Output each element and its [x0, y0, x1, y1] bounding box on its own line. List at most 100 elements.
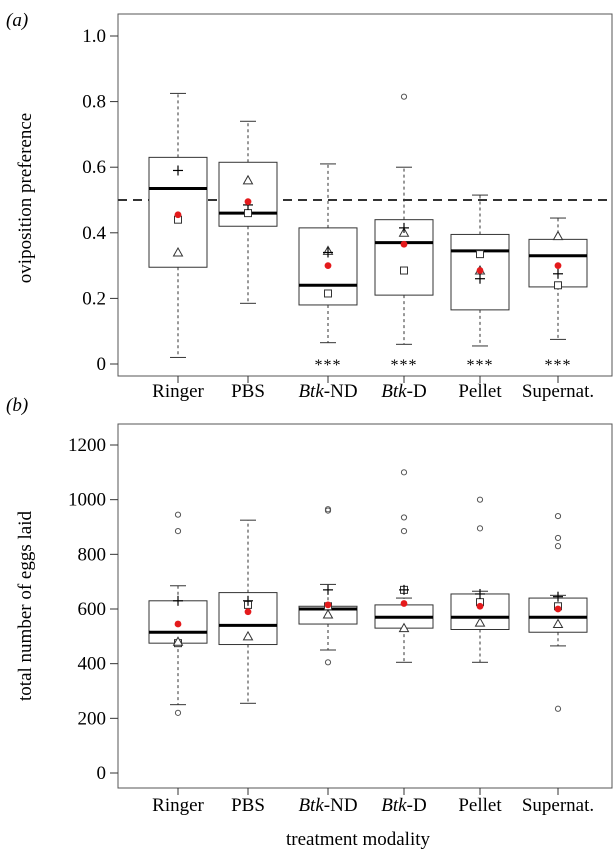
panel-a-category-label: Supernat.	[522, 381, 594, 402]
panel-b-chart: (b) total number of eggs laid treatment …	[6, 395, 613, 850]
panel-b-outlier-point	[174, 528, 182, 535]
panel-b-outlier-point	[400, 469, 408, 476]
panel-a-triangle-marker	[242, 174, 254, 185]
panel-a-category-label-italic: Btk	[381, 381, 407, 402]
panel-a-square-marker	[324, 289, 332, 298]
panel-b-category-label-italic: Btk	[298, 795, 324, 816]
panel-b-mean-point	[324, 601, 332, 609]
panel-b-triangle-marker	[242, 630, 254, 641]
panel-b-box-group	[450, 496, 510, 663]
panel-b-y-tick-label: 1200	[68, 435, 106, 456]
panel-b-category-label: Supernat.	[522, 795, 594, 816]
panel-a-category-label: Btk-D	[381, 381, 426, 402]
panel-b-triangle-marker	[552, 618, 564, 629]
panel-a-square-marker	[400, 266, 408, 275]
panel-b-category-label: Btk-D	[381, 795, 426, 816]
panel-b-category-label: Ringer	[152, 795, 204, 816]
panel-a-y-tick-label: 0.2	[82, 288, 106, 309]
panel-b-mean-point	[244, 608, 252, 616]
panel-b-y-tick-label: 0	[97, 763, 107, 784]
panel-b-category-label-text: Pellet	[458, 795, 502, 816]
panel-b-outlier-point	[554, 543, 562, 550]
panel-a-mean-point	[554, 262, 562, 269]
panel-a-significance-label: ***	[391, 357, 418, 374]
panel-b-label: (b)	[6, 395, 28, 416]
panel-b-y-tick-label: 400	[78, 654, 107, 675]
panel-a-category-label-italic: Btk	[298, 381, 324, 402]
panel-a-category-label: Ringer	[152, 381, 204, 402]
panel-a-mean-point	[324, 262, 332, 269]
panel-b-category-label-text: PBS	[231, 795, 265, 816]
panel-b-mean-point	[554, 605, 562, 613]
panel-b-category-label: Pellet	[458, 795, 502, 816]
panel-b-category-label-italic: Btk	[381, 795, 407, 816]
panel-b-plus-marker	[323, 584, 333, 595]
panel-a-square-marker	[244, 209, 252, 218]
panel-a-box	[374, 219, 434, 296]
panel-b-mean-point	[174, 620, 182, 628]
panel-b-triangle-marker	[172, 636, 184, 646]
panel-b-triangle-marker	[474, 617, 486, 627]
panel-a-box-group	[148, 92, 208, 358]
panel-a-y-tick-label: 0.4	[82, 223, 106, 244]
panel-a-mean-point	[174, 211, 182, 219]
panel-a-triangle-marker	[552, 230, 564, 241]
panel-b-x-axis-title: treatment modality	[286, 829, 431, 850]
panel-b-triangle-marker	[398, 622, 410, 633]
panel-a-y-tick-label: 1.0	[82, 26, 106, 47]
panel-a-y-tick-label: 0.6	[82, 157, 106, 178]
panel-b-outlier-point	[400, 528, 408, 535]
panel-a-chart: (a) oviposition preference 0 0.2 0.4 0.6 0.8…	[6, 10, 613, 402]
panel-b-category-label: Btk-ND	[298, 795, 357, 816]
panel-a-mean-point	[400, 240, 408, 248]
panel-a-category-label-text: Supernat.	[522, 381, 594, 402]
panel-a-plus-marker	[475, 273, 485, 284]
panel-b-y-tick-label: 1000	[68, 490, 106, 511]
panel-a-category-label: Btk-ND	[298, 381, 357, 402]
panel-b-category-label-text: Ringer	[152, 795, 204, 816]
panel-a-y-axis-title: oviposition preference	[15, 113, 36, 283]
panel-a-category-label: Pellet	[458, 381, 502, 402]
panel-b-plot-frame	[117, 423, 613, 789]
panel-a-plot-frame	[117, 13, 613, 377]
panel-b-outlier-point	[476, 496, 484, 503]
panel-a-mean-point	[476, 267, 484, 274]
panel-a-category-label-text: -ND	[324, 381, 358, 402]
panel-b-box-group	[148, 511, 208, 716]
panel-a-category-label-text: PBS	[231, 381, 265, 402]
panel-b-outlier-point	[174, 709, 182, 716]
panel-b-y-tick-label: 800	[78, 544, 107, 565]
panel-b-mean-point	[400, 600, 408, 607]
panel-a-outlier-point	[400, 93, 408, 100]
panel-b-mean-point	[476, 602, 484, 610]
panel-b-category-label: PBS	[231, 795, 265, 816]
panel-a-category-label-text: Ringer	[152, 381, 204, 402]
panel-a-y-tick-label: 0	[97, 354, 107, 375]
panel-b-box-group	[528, 512, 588, 712]
panel-b-box-group	[374, 469, 434, 663]
panel-a-plus-marker	[399, 222, 409, 233]
panel-b-category-label-text: -ND	[324, 795, 358, 816]
panel-b-plus-marker	[399, 584, 409, 595]
panel-a-square-marker	[554, 281, 562, 290]
panel-b-y-tick-label: 200	[78, 708, 107, 729]
panel-a-category-label: PBS	[231, 381, 265, 402]
panel-b-plus-marker	[243, 595, 253, 606]
panel-b-category-label-text: -D	[407, 795, 427, 816]
panel-a-mean-point	[244, 198, 252, 206]
panel-a-significance-label: ***	[545, 357, 572, 374]
panel-b-outlier-point	[400, 514, 408, 521]
panel-a-plus-marker	[553, 268, 563, 279]
panel-b-outlier-point	[324, 506, 332, 513]
panel-b-y-tick-label: 600	[78, 599, 107, 620]
panel-b-outlier-point	[554, 534, 562, 542]
panel-b-outlier-point	[324, 659, 332, 666]
panel-b-outlier-point	[476, 525, 484, 532]
panel-a-significance-label: ***	[467, 357, 494, 374]
panel-b-triangle-marker	[322, 608, 334, 619]
panel-b-category-label-text: Supernat.	[522, 795, 594, 816]
panel-a-plus-marker	[173, 165, 183, 176]
panel-a-label: (a)	[6, 10, 28, 31]
panel-a-box-group	[374, 93, 434, 345]
